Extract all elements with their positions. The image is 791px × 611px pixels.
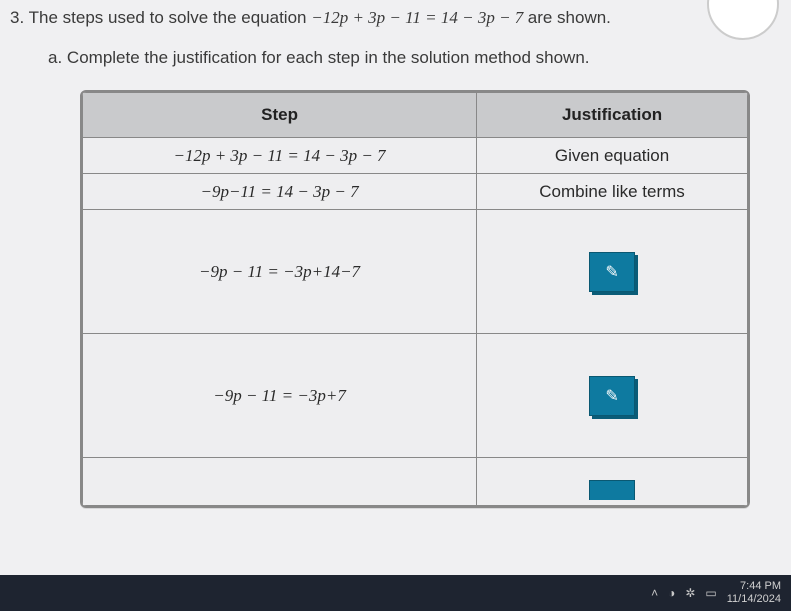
question-text-after: are shown. bbox=[528, 8, 611, 27]
pencil-icon: ✎ bbox=[605, 386, 618, 406]
table-row: −9p−11 = 14 − 3p − 7 Combine like terms bbox=[83, 174, 748, 210]
question-equation: −12p + 3p − 11 = 14 − 3p − 7 bbox=[311, 8, 523, 27]
subquestion: a. Complete the justification for each s… bbox=[48, 48, 771, 68]
taskbar-date: 11/14/2024 bbox=[727, 593, 781, 606]
pencil-icon: ✎ bbox=[605, 262, 618, 282]
tray-icon[interactable]: ✲ bbox=[685, 586, 695, 600]
steps-table: Step Justification −12p + 3p − 11 = 14 −… bbox=[82, 92, 748, 506]
edit-justification-button[interactable]: ✎ bbox=[589, 252, 635, 292]
subquestion-text: Complete the justification for each step… bbox=[67, 48, 590, 67]
justification-cell: Given equation bbox=[477, 138, 748, 174]
decorative-circle bbox=[707, 0, 779, 40]
subquestion-label: a. bbox=[48, 48, 62, 67]
table-row: −9p − 11 = −3p+14−7 ✎ bbox=[83, 210, 748, 334]
steps-table-wrapper: Step Justification −12p + 3p − 11 = 14 −… bbox=[80, 90, 750, 508]
justification-cell bbox=[477, 458, 748, 506]
step-cell bbox=[83, 458, 477, 506]
question-number: 3. bbox=[10, 8, 24, 27]
tray-chevron-icon[interactable]: ˄ bbox=[651, 586, 658, 600]
taskbar: ˄ ◑ ✲ ▭ 7:44 PM 11/14/2024 bbox=[0, 575, 791, 611]
taskbar-time: 7:44 PM bbox=[727, 580, 781, 593]
justification-cell: ✎ bbox=[477, 334, 748, 458]
table-header-row: Step Justification bbox=[83, 93, 748, 138]
step-cell: −9p−11 = 14 − 3p − 7 bbox=[83, 174, 477, 210]
edit-justification-button[interactable] bbox=[589, 480, 635, 500]
tray-icon[interactable]: ◑ bbox=[668, 586, 675, 600]
edit-justification-button[interactable]: ✎ bbox=[589, 376, 635, 416]
justification-cell: ✎ bbox=[477, 210, 748, 334]
question-line: 3. The steps used to solve the equation … bbox=[10, 8, 771, 28]
tray-icon[interactable]: ▭ bbox=[705, 586, 716, 600]
table-row bbox=[83, 458, 748, 506]
step-cell: −9p − 11 = −3p+7 bbox=[83, 334, 477, 458]
step-cell: −12p + 3p − 11 = 14 − 3p − 7 bbox=[83, 138, 477, 174]
justification-cell: Combine like terms bbox=[477, 174, 748, 210]
question-text-before: The steps used to solve the equation bbox=[29, 8, 312, 27]
step-cell: −9p − 11 = −3p+14−7 bbox=[83, 210, 477, 334]
header-justification: Justification bbox=[477, 93, 748, 138]
header-step: Step bbox=[83, 93, 477, 138]
table-row: −12p + 3p − 11 = 14 − 3p − 7 Given equat… bbox=[83, 138, 748, 174]
table-row: −9p − 11 = −3p+7 ✎ bbox=[83, 334, 748, 458]
taskbar-clock[interactable]: 7:44 PM 11/14/2024 bbox=[727, 580, 781, 606]
system-tray[interactable]: ˄ ◑ ✲ ▭ bbox=[651, 586, 717, 600]
